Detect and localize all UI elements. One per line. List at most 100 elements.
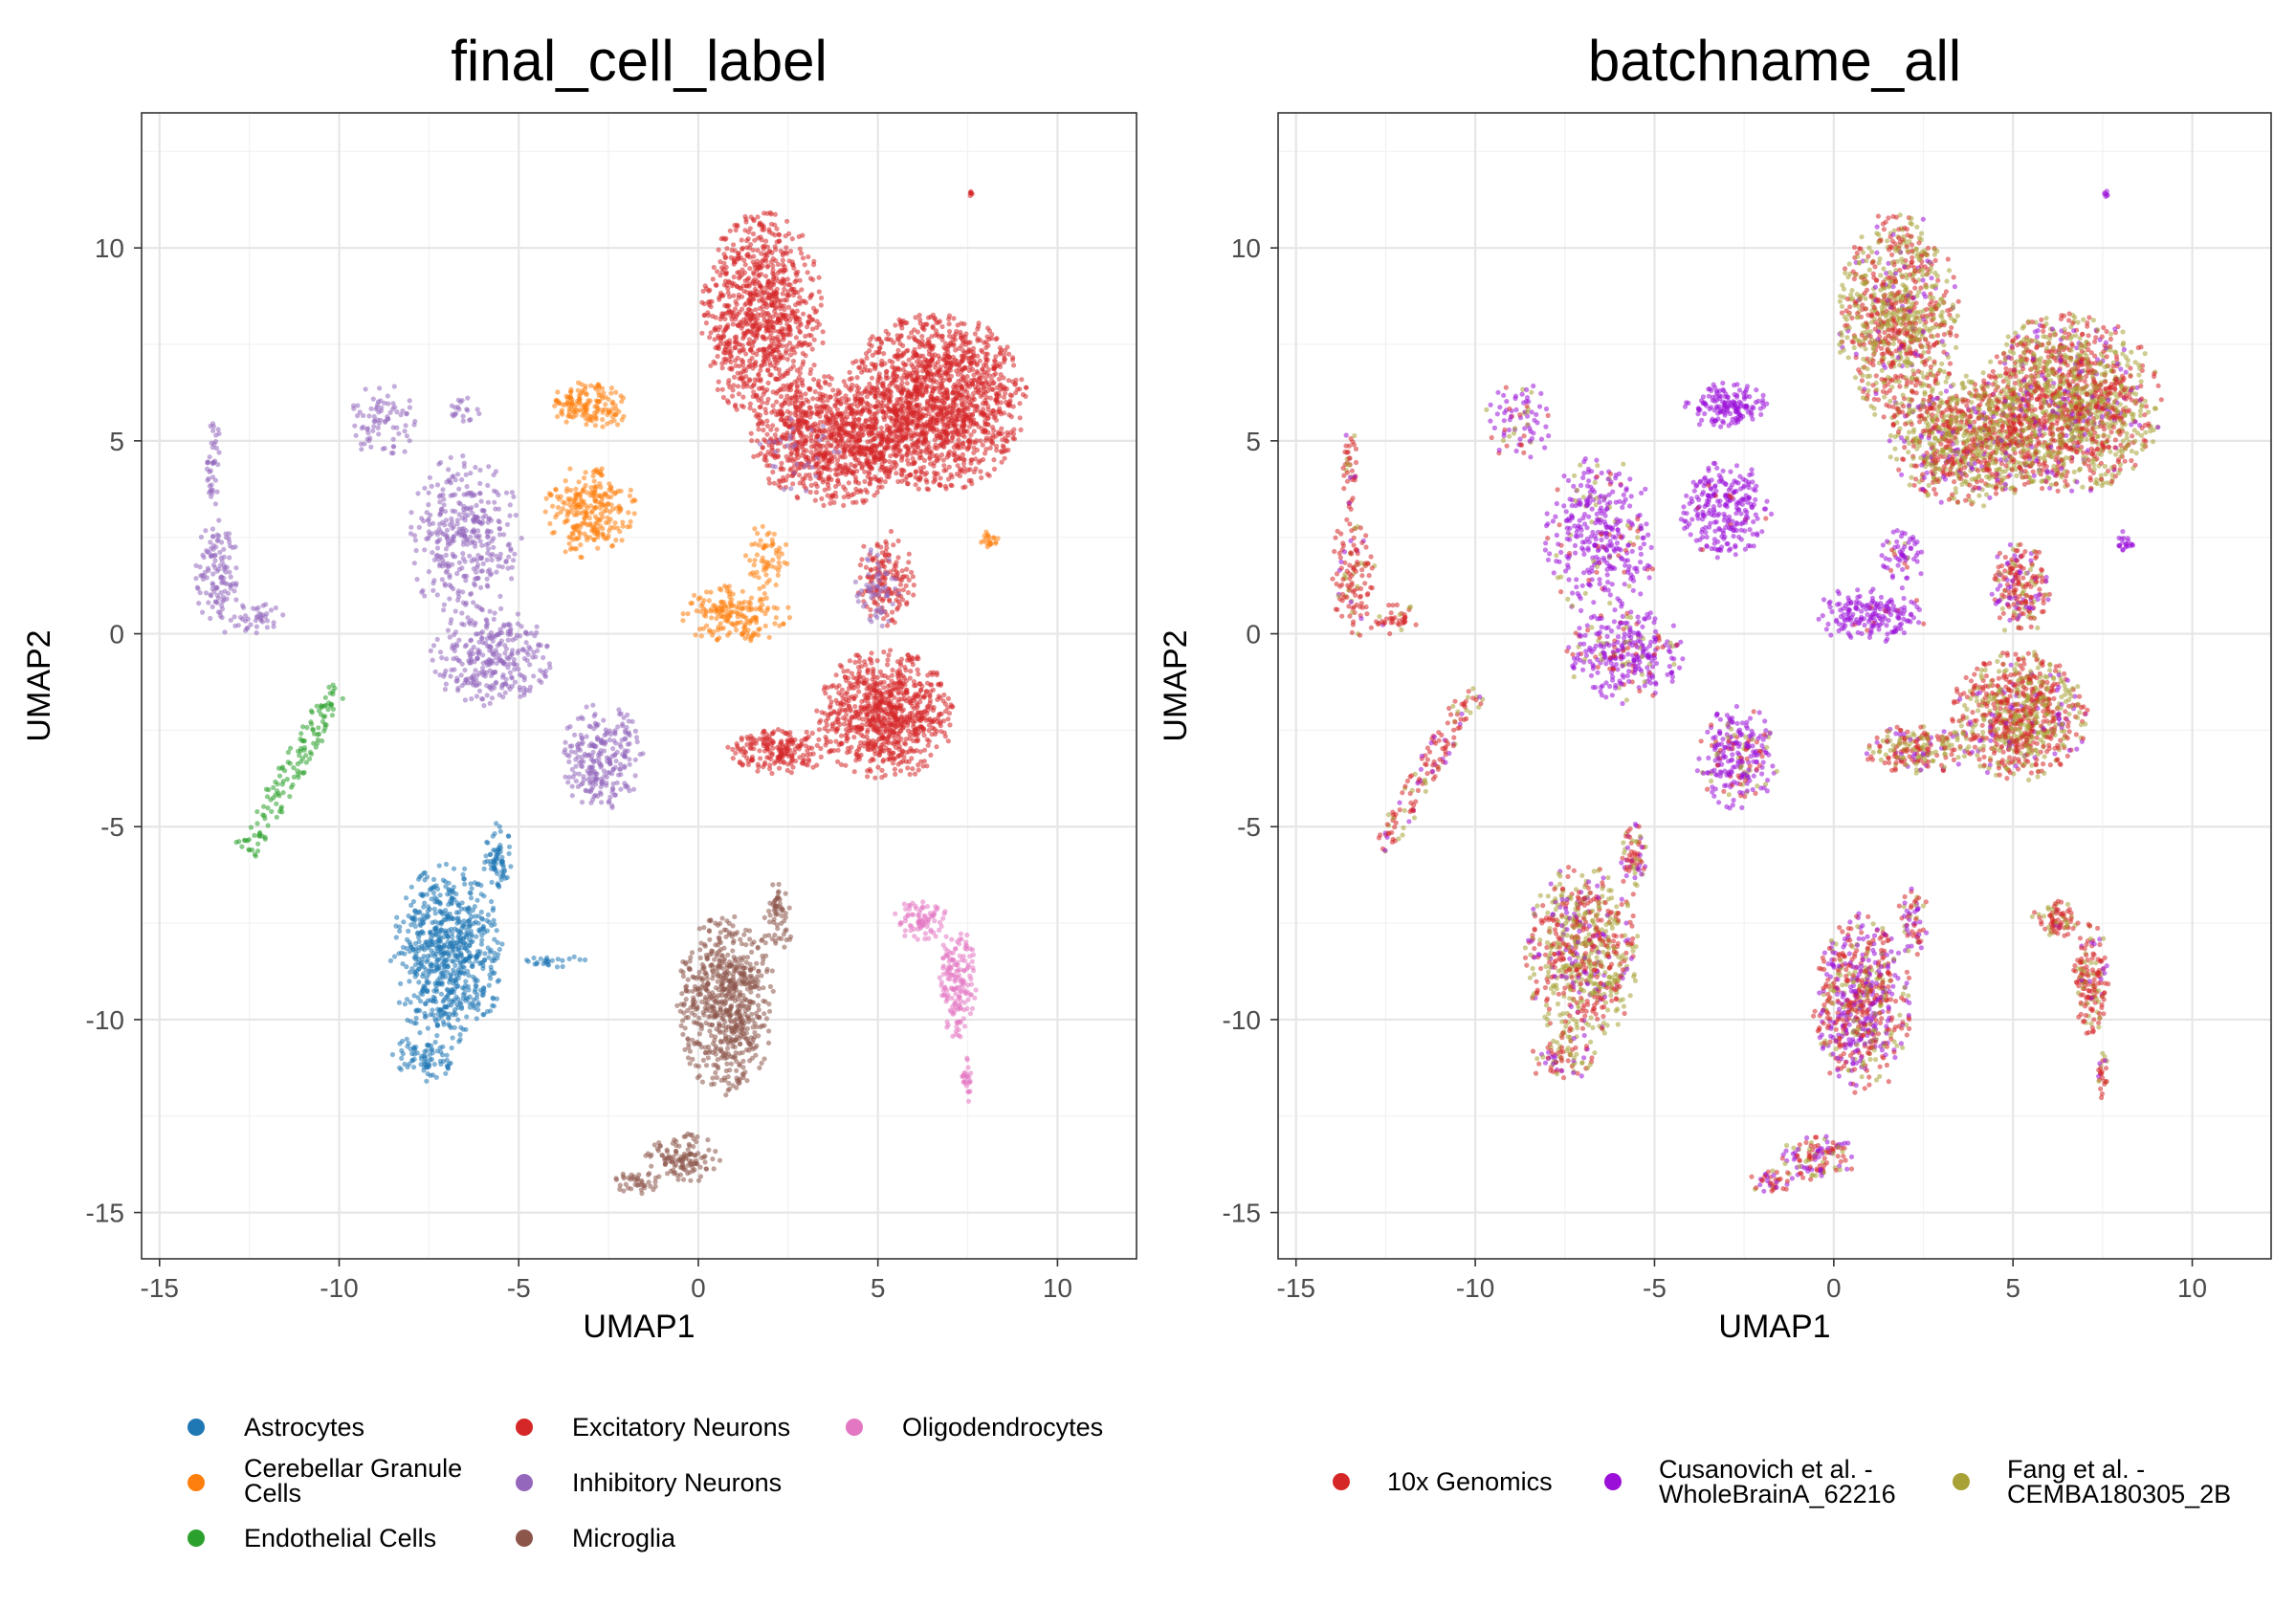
point-excitatory-neurons — [757, 283, 763, 289]
point-endothelial-cells — [276, 808, 283, 814]
point-cerebellar-granule-cells — [760, 523, 765, 529]
point-astrocytes — [538, 956, 543, 961]
point-excitatory-neurons — [739, 237, 744, 243]
point-excitatory-neurons — [976, 376, 982, 382]
point-excitatory-neurons — [904, 480, 911, 487]
point-excitatory-neurons — [1004, 385, 1009, 392]
point-endothelial-cells — [236, 839, 242, 845]
point-excitatory-neurons — [935, 458, 940, 464]
point-excitatory-neurons — [946, 321, 952, 327]
point-astrocytes — [461, 918, 467, 924]
point-excitatory-neurons — [964, 374, 970, 380]
point-excitatory-neurons — [904, 473, 910, 479]
point-astrocytes — [446, 997, 452, 1002]
point-excitatory-neurons — [819, 409, 825, 415]
point-excitatory-neurons — [742, 368, 749, 374]
point-excitatory-neurons — [917, 353, 923, 359]
point-endothelial-cells — [269, 808, 275, 815]
point-excitatory-neurons — [904, 457, 911, 463]
point-excitatory-neurons — [733, 317, 739, 322]
point-astrocytes — [479, 992, 485, 998]
point-excitatory-neurons — [882, 361, 888, 366]
point-excitatory-neurons — [784, 408, 790, 414]
point-cerebellar-granule-cells — [981, 539, 986, 544]
point-excitatory-neurons — [996, 393, 1003, 399]
point-cerebellar-granule-cells — [549, 530, 556, 536]
point-astrocytes — [460, 871, 466, 877]
point-excitatory-neurons — [916, 385, 921, 391]
point-cerebellar-granule-cells — [748, 595, 755, 601]
point-cerebellar-granule-cells — [603, 402, 608, 407]
point-excitatory-neurons — [786, 401, 792, 407]
point-astrocytes — [397, 1065, 403, 1070]
point-excitatory-neurons — [775, 453, 782, 459]
point-astrocytes — [477, 949, 483, 955]
point-astrocytes — [438, 970, 444, 976]
point-excitatory-neurons — [878, 425, 884, 430]
point-cerebellar-granule-cells — [564, 513, 570, 518]
point-excitatory-neurons — [893, 460, 898, 466]
point-excitatory-neurons — [788, 366, 794, 372]
point-cerebellar-granule-cells — [685, 611, 691, 617]
point-excitatory-neurons — [767, 372, 773, 378]
point-astrocytes — [410, 898, 416, 905]
point-excitatory-neurons — [857, 488, 863, 494]
point-astrocytes — [402, 951, 408, 957]
point-cerebellar-granule-cells — [754, 552, 761, 558]
point-cerebellar-granule-cells — [573, 494, 579, 499]
point-excitatory-neurons — [857, 425, 863, 430]
point-cerebellar-granule-cells — [745, 604, 752, 609]
point-astrocytes — [439, 961, 445, 967]
point-astrocytes — [451, 866, 457, 871]
point-cerebellar-granule-cells — [777, 623, 783, 628]
point-excitatory-neurons — [826, 451, 831, 456]
point-excitatory-neurons — [949, 418, 956, 424]
point-excitatory-neurons — [894, 433, 899, 439]
point-excitatory-neurons — [915, 374, 921, 380]
point-excitatory-neurons — [844, 469, 850, 474]
point-cerebellar-granule-cells — [591, 526, 597, 533]
point-astrocytes — [425, 954, 430, 959]
point-cerebellar-granule-cells — [763, 595, 769, 602]
point-cerebellar-granule-cells — [591, 478, 597, 484]
point-excitatory-neurons — [839, 396, 845, 402]
point-excitatory-neurons — [950, 354, 957, 360]
point-cerebellar-granule-cells — [777, 563, 783, 570]
point-astrocytes — [436, 863, 442, 869]
point-cerebellar-granule-cells — [608, 495, 614, 500]
point-cerebellar-granule-cells — [608, 385, 615, 391]
point-excitatory-neurons — [754, 330, 760, 336]
point-excitatory-neurons — [806, 472, 812, 478]
point-excitatory-neurons — [764, 418, 770, 424]
point-excitatory-neurons — [933, 364, 938, 370]
point-excitatory-neurons — [739, 357, 744, 363]
point-excitatory-neurons — [778, 387, 784, 393]
point-cerebellar-granule-cells — [594, 469, 601, 475]
point-cerebellar-granule-cells — [574, 401, 580, 407]
point-cerebellar-granule-cells — [766, 577, 772, 583]
point-excitatory-neurons — [726, 278, 732, 284]
point-excitatory-neurons — [935, 360, 941, 365]
point-astrocytes — [455, 1017, 461, 1023]
point-excitatory-neurons — [977, 358, 982, 363]
point-excitatory-neurons — [838, 412, 845, 418]
point-excitatory-neurons — [989, 439, 995, 445]
point-cerebellar-granule-cells — [543, 495, 549, 501]
point-cerebellar-granule-cells — [578, 554, 584, 561]
point-excitatory-neurons — [721, 329, 727, 335]
point-astrocytes — [469, 914, 475, 920]
point-excitatory-neurons — [949, 483, 955, 489]
point-astrocytes — [438, 1049, 444, 1055]
point-astrocytes — [417, 1030, 423, 1036]
point-excitatory-neurons — [911, 367, 917, 373]
point-excitatory-neurons — [936, 429, 941, 434]
point-astrocytes — [497, 946, 502, 953]
point-cerebellar-granule-cells — [727, 613, 733, 619]
point-cerebellar-granule-cells — [586, 515, 592, 521]
point-excitatory-neurons — [711, 359, 717, 364]
point-cerebellar-granule-cells — [784, 561, 790, 567]
point-endothelial-cells — [276, 791, 281, 797]
point-cerebellar-granule-cells — [717, 609, 722, 615]
point-excitatory-neurons — [917, 466, 923, 472]
point-excitatory-neurons — [774, 399, 780, 405]
